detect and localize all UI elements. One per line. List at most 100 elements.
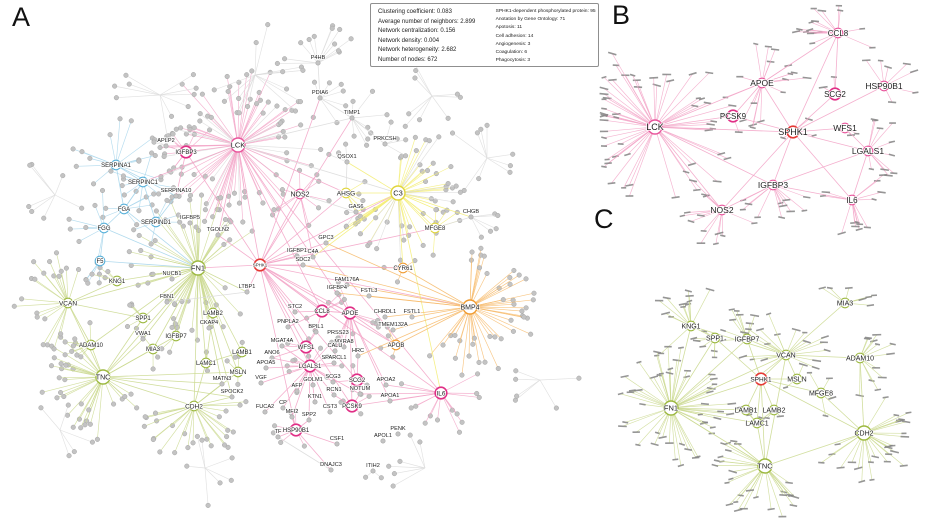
edge-FN1-VCAN [670,354,787,409]
edge-APOE-APOA1 [349,312,391,402]
node-A-CHGB [468,214,474,220]
leaf-node [171,301,178,307]
node-A-LAMC1 [200,357,212,369]
node-A-HSP90B1 [289,423,303,437]
node-A-VGF [258,380,264,386]
leaf-node [224,358,230,364]
node-A-NOTUM [357,391,363,397]
leaf-gene-label-mark [767,507,775,511]
leaf-gene-label-mark [661,311,671,316]
leaf-node [508,317,514,323]
leaf-node [19,296,25,302]
node-A-QSOX1 [344,159,350,165]
leaf-node [44,342,50,348]
edge-SERPINA1-FGA [115,164,125,210]
node-label-A-STC2: STC2 [288,304,302,310]
leaf-node [282,56,288,62]
edge-IGFBP3-LGALS1 [772,150,869,186]
node-label-A-CALU: CALU [328,343,343,349]
leaf-gene-label-mark [886,352,895,356]
leaf-node [99,187,106,194]
node-label-C-VCAN: VCAN [776,353,795,360]
leaf-node [91,181,97,187]
edge-LCK-APOE [654,82,763,128]
leaf-gene-label-mark [717,151,726,156]
node-label-A-KNG1: KNG1 [109,279,126,285]
edge-CDH2-ADAM10 [859,357,865,434]
node-A-SPP1 [137,312,149,324]
leaf-gene-label-mark [753,42,759,46]
node-A-LAMB1 [236,346,248,358]
leaf-node [47,259,53,265]
edge-SPHK1-CCL8 [792,32,839,133]
node-label-B-SCG2: SCG2 [824,90,846,99]
edge-VCAN-ADAM10 [785,354,861,359]
node-label-C-KNG1: KNG1 [681,324,700,331]
leaf-gene-label-mark [696,214,705,217]
stat-gene-ontology: Anotation by Gene Ontology: 71 [495,17,566,23]
leaf-gene-label-mark [672,458,679,461]
leaf-gene-label-mark [754,216,761,219]
edge-TNC-SPP1 [102,317,144,378]
edge-P4HB-PDIA6 [317,62,321,99]
leaf-node [284,86,290,92]
leaf-node [265,22,271,28]
leaf-gene-label-mark [863,337,871,340]
leaf-node [474,390,480,397]
leaf-gene-label-mark [901,420,911,424]
node-label-A-VGF: VGF [255,375,267,381]
node-A-ANO6 [269,355,275,361]
edge-SPHK1-LCK [237,144,261,266]
edge-FN1-IGFBP7 [670,338,748,409]
leaf-gene-label-mark [806,27,814,32]
node-label-A-CYR61: CYR61 [393,266,413,272]
node-label-A-ITIH2: ITIH2 [366,463,380,469]
leaf-gene-label-mark [649,375,659,380]
leaf-node [402,123,408,129]
leaf-node [127,302,133,308]
edge-BMP4-TMEM132A [392,306,471,331]
leaf-gene-label-mark [811,134,817,137]
leaf-node [59,366,65,372]
edge-VCAN-SPP1 [67,302,144,319]
edge-SPHK1-SPP1 [714,337,762,380]
leaf-gene-label-mark [859,27,866,30]
edge-FN1-SPP1 [670,337,716,409]
edge-FN1-SPP1 [142,267,199,319]
edge-LGALS1-CST3 [309,365,331,413]
node-label-A-BPIL1: BPIL1 [308,324,323,330]
leaf-node [67,226,73,232]
leaf-node [168,113,175,119]
leaf-node [239,339,245,345]
leaf-node [511,301,517,307]
leaf-node [498,336,504,342]
edge-LAMB1-LAMC1 [205,351,243,364]
leaf-gene-label-mark [728,104,737,107]
leaf-gene-label-mark [890,172,898,175]
leaf-gene-label-mark [791,327,801,332]
leaf-node [121,192,127,198]
leaf-gene-label-mark [828,395,837,401]
named-nodes [663,297,872,474]
leaf-node [476,265,483,271]
leaf-node [202,207,208,213]
leaf-gene-label-mark [662,296,671,300]
node-label-B-LCK: LCK [646,122,664,132]
leaf-gene-label-mark [818,461,825,464]
leaf-gene-label-mark [701,193,710,197]
edge-FGG-F5 [99,227,105,262]
node-label-A-C3: C3 [393,189,403,198]
node-C-MFGE8 [815,387,827,399]
leaf-node [521,314,527,320]
leaf-node [208,114,214,120]
node-label-A-TIMP1: TIMP1 [344,110,360,116]
leaf-node [363,474,369,480]
node-A-PRKCSH [382,141,388,147]
leaf-node [492,334,498,340]
edge-CDH2-MATN3 [193,383,223,407]
leaf-gene-label-mark [600,145,608,147]
leaf-node [360,198,366,204]
leaf-node [187,197,193,203]
leaf-gene-label-mark [654,354,660,357]
